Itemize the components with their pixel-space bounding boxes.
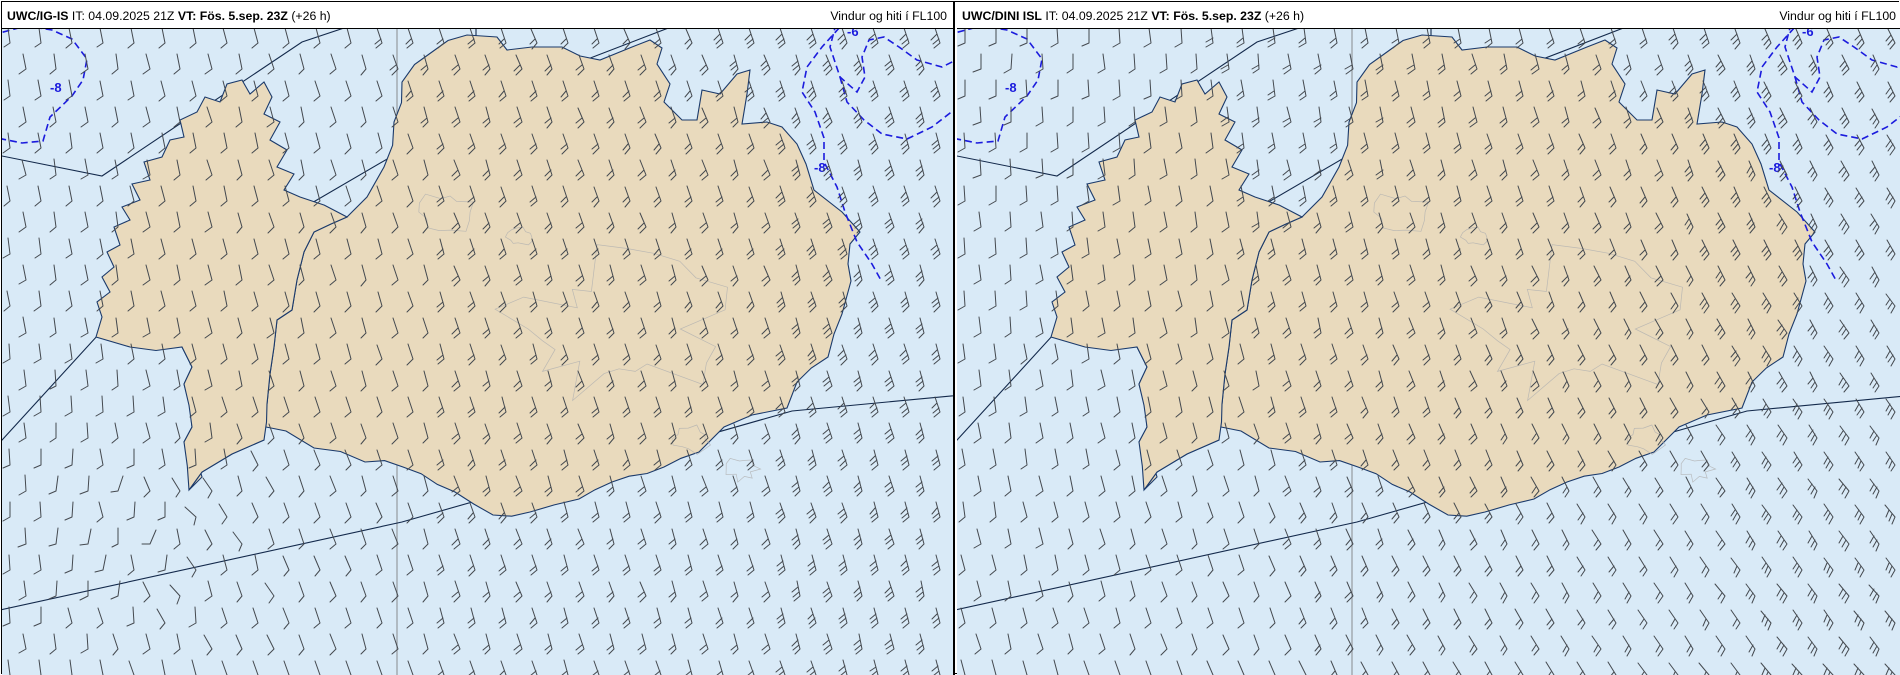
- svg-text:-6: -6: [1802, 29, 1814, 39]
- svg-text:-8: -8: [50, 80, 62, 95]
- svg-text:-8: -8: [1769, 160, 1781, 175]
- svg-text:-8: -8: [1005, 80, 1017, 95]
- svg-text:-6: -6: [847, 29, 859, 39]
- svg-text:-8: -8: [814, 160, 826, 175]
